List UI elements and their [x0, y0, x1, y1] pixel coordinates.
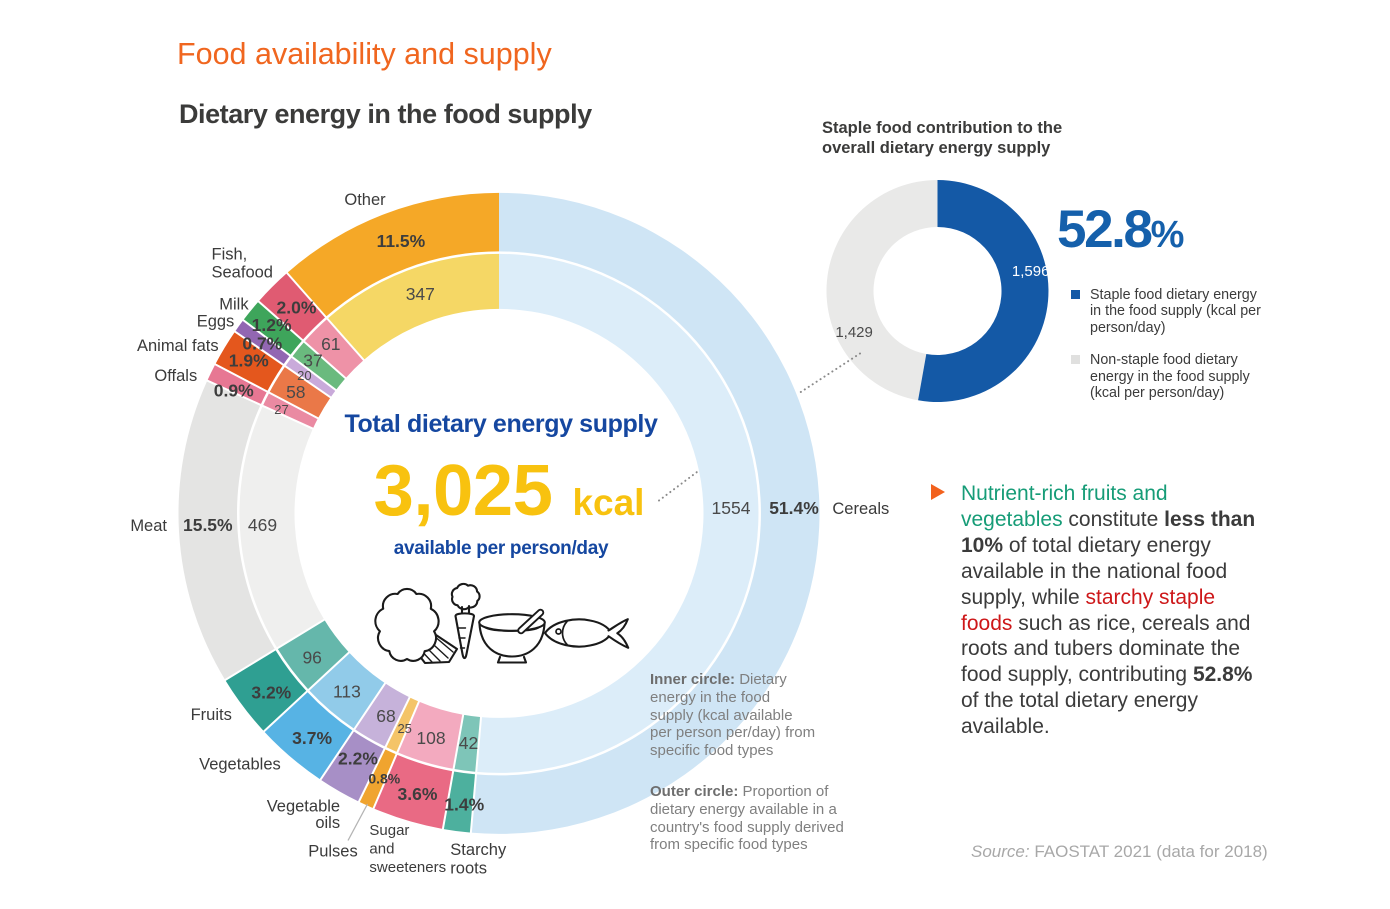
svg-text:1.9%: 1.9% — [229, 351, 269, 371]
svg-text:Fruits: Fruits — [191, 706, 232, 724]
svg-text:1,429: 1,429 — [835, 324, 873, 341]
svg-text:Animal fats: Animal fats — [137, 337, 219, 355]
svg-text:42: 42 — [459, 733, 478, 753]
svg-text:469: 469 — [248, 515, 277, 535]
svg-text:oils: oils — [315, 814, 340, 832]
svg-text:68: 68 — [376, 706, 395, 726]
svg-text:Offals: Offals — [154, 367, 197, 385]
svg-text:Eggs: Eggs — [197, 313, 235, 331]
svg-text:Cereals: Cereals — [832, 500, 889, 518]
svg-text:3.2%: 3.2% — [251, 683, 291, 703]
svg-text:2.2%: 2.2% — [338, 749, 378, 769]
svg-text:Sugar: Sugar — [369, 822, 409, 839]
svg-text:61: 61 — [321, 334, 340, 354]
svg-text:and: and — [369, 841, 394, 858]
svg-text:25: 25 — [397, 721, 411, 736]
svg-text:2.0%: 2.0% — [277, 298, 317, 318]
svg-text:108: 108 — [416, 728, 445, 748]
svg-text:347: 347 — [406, 284, 435, 304]
svg-text:51.4%: 51.4% — [769, 498, 819, 518]
svg-text:27: 27 — [274, 402, 288, 417]
svg-text:20: 20 — [297, 368, 311, 383]
svg-text:0.7%: 0.7% — [242, 334, 282, 354]
svg-text:Seafood: Seafood — [212, 264, 273, 282]
svg-text:3.7%: 3.7% — [292, 728, 332, 748]
svg-text:3.6%: 3.6% — [398, 784, 438, 804]
svg-text:Vegetables: Vegetables — [199, 756, 281, 774]
svg-text:15.5%: 15.5% — [183, 515, 233, 535]
svg-text:Meat: Meat — [130, 517, 167, 535]
svg-text:96: 96 — [302, 648, 321, 668]
svg-text:1.2%: 1.2% — [252, 315, 292, 335]
svg-text:11.5%: 11.5% — [377, 231, 426, 251]
svg-text:1,596: 1,596 — [1012, 263, 1050, 280]
svg-text:113: 113 — [333, 682, 361, 702]
svg-text:Other: Other — [344, 191, 386, 209]
svg-text:sweeteners: sweeteners — [369, 859, 446, 876]
svg-text:roots: roots — [450, 860, 487, 878]
svg-text:58: 58 — [286, 382, 305, 402]
svg-text:0.9%: 0.9% — [214, 381, 254, 401]
svg-text:1554: 1554 — [712, 498, 751, 518]
svg-text:Vegetable: Vegetable — [267, 798, 340, 816]
svg-text:Pulses: Pulses — [308, 843, 358, 861]
svg-text:Starchy: Starchy — [450, 841, 507, 859]
svg-text:0.8%: 0.8% — [368, 771, 400, 787]
svg-text:1.4%: 1.4% — [444, 795, 484, 815]
svg-text:Milk: Milk — [219, 296, 249, 314]
svg-text:37: 37 — [303, 351, 322, 371]
svg-text:Fish,: Fish, — [212, 246, 248, 264]
